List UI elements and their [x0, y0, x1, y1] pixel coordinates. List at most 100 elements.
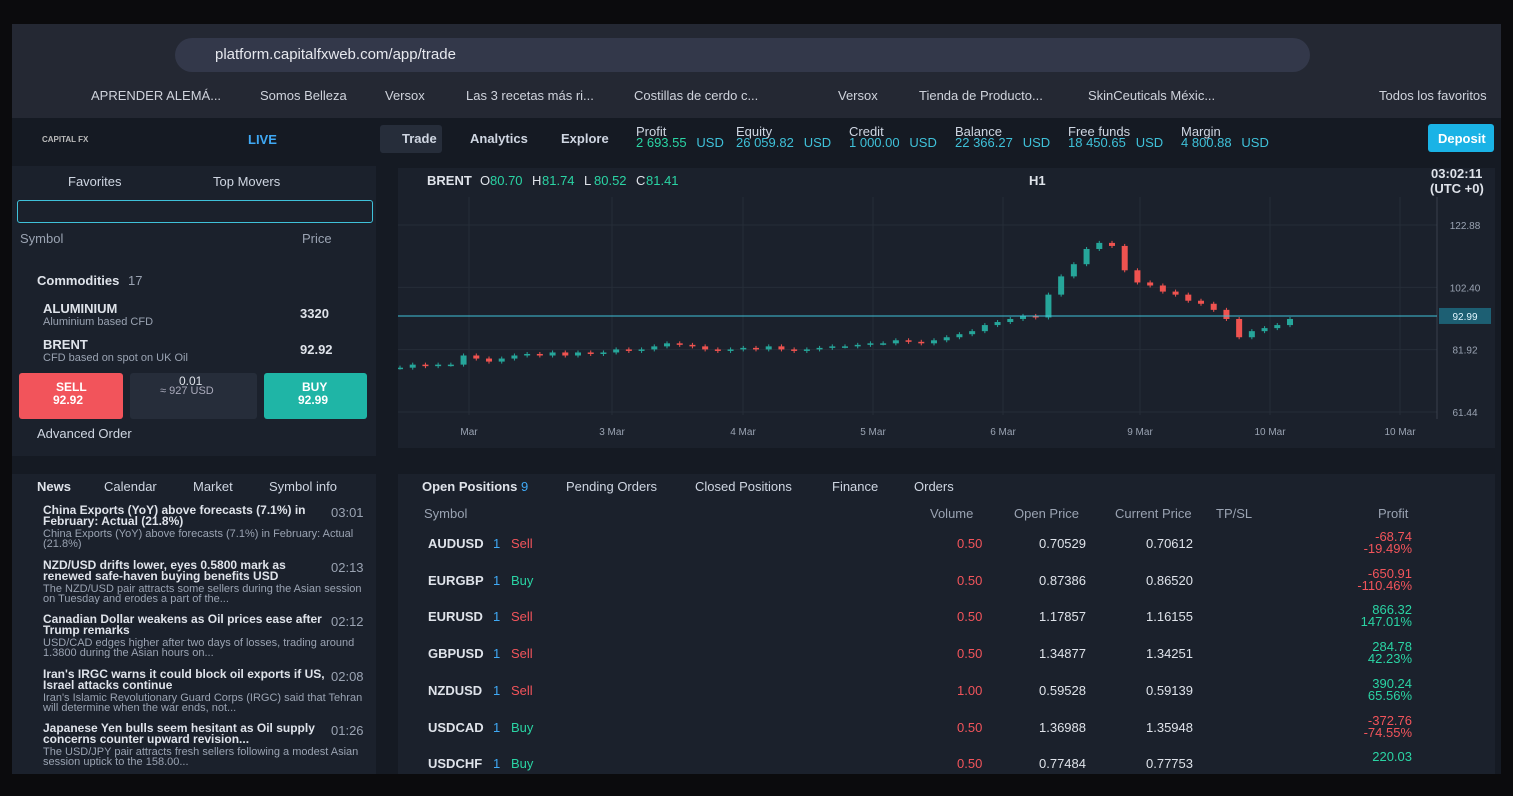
candle	[1274, 325, 1281, 329]
candle	[1096, 242, 1103, 249]
nav-tab[interactable]: Trade	[402, 131, 437, 146]
stat-label: Credit	[849, 124, 884, 139]
account-mode[interactable]: LIVE	[248, 132, 277, 147]
bookmark[interactable]: SkinCeuticals Méxic...	[1088, 88, 1216, 103]
nav-tab[interactable]: Analytics	[470, 131, 528, 146]
row-side: Buy	[511, 756, 534, 772]
news-headline[interactable]: Japanese Yen bulls seem hesitant as Oil …	[43, 721, 315, 746]
news-tab[interactable]: Calendar	[104, 479, 157, 494]
row-symbol[interactable]: USDCAD	[428, 719, 484, 735]
positions-tab[interactable]: Orders	[914, 479, 954, 494]
positions-panel	[398, 474, 1495, 774]
deposit-button[interactable]	[1428, 124, 1494, 152]
positions-tab[interactable]: Pending Orders	[566, 479, 658, 494]
positions-tab[interactable]: Open Positions	[422, 479, 518, 494]
candle	[956, 334, 963, 338]
x-tick-label: 10 Mar	[1254, 427, 1286, 438]
candle	[1020, 315, 1026, 319]
symbol[interactable]: ALUMINIUM	[43, 301, 118, 316]
bookmark[interactable]: Las 3 recetas más ri...	[466, 88, 594, 103]
bookmark[interactable]: Versox	[385, 88, 425, 103]
row-profit: 390.24	[1372, 675, 1412, 691]
candle	[587, 352, 594, 354]
stat-currency: USD	[1241, 135, 1269, 150]
positions-tab[interactable]: Finance	[832, 479, 879, 494]
column-header: Profit	[1378, 506, 1409, 521]
all-favorites[interactable]: Todos los favoritos	[1379, 88, 1487, 103]
x-tick-label: 10 Mar	[1384, 427, 1416, 438]
news-tab[interactable]: News	[37, 479, 71, 494]
row-current: 0.59139	[1146, 682, 1193, 698]
news-summary: USD/CAD edges higher after two days of l…	[43, 638, 355, 658]
stat-value: 4 800.88	[1181, 135, 1232, 150]
candle	[664, 343, 670, 347]
candle	[600, 352, 607, 354]
row-symbol[interactable]: NZDUSD	[428, 682, 483, 698]
bookmark[interactable]: Tienda de Producto...	[919, 88, 1043, 103]
volume-box[interactable]	[130, 373, 257, 419]
bookmark[interactable]: Versox	[838, 88, 878, 103]
candle	[524, 353, 531, 356]
row-open: 0.59528	[1039, 682, 1086, 698]
candle	[994, 322, 1001, 326]
row-side: Sell	[511, 609, 533, 625]
candle	[409, 364, 416, 368]
address-bar[interactable]	[175, 38, 1310, 72]
bookmark[interactable]: Somos Belleza	[260, 88, 347, 103]
trade-tab-bg[interactable]	[380, 125, 442, 153]
deposit[interactable]: Deposit	[1438, 131, 1486, 146]
watchlist-tab[interactable]: Top Movers	[213, 174, 281, 189]
news-headline[interactable]: Iran's IRGC warns it could block oil exp…	[43, 666, 325, 692]
row-profit-pct: -110.46%	[1357, 577, 1412, 593]
stat-value: 1 000.00	[849, 135, 900, 150]
row-symbol[interactable]: AUDUSD	[428, 536, 484, 551]
ohlc-value: 81.74	[542, 173, 575, 188]
candle	[460, 355, 467, 365]
news-tab[interactable]: Market	[193, 479, 233, 494]
candle	[562, 352, 569, 356]
row-symbol[interactable]: EURUSD	[428, 609, 483, 625]
news-headline[interactable]: NZD/USD drifts lower, eyes 0.5800 mark a…	[43, 557, 286, 583]
buy-price[interactable]: 92.99	[298, 393, 329, 407]
news-headline[interactable]: China Exports (YoY) above forecasts (7.1…	[43, 503, 306, 528]
candle	[422, 364, 429, 367]
symbol[interactable]: BRENT	[43, 337, 88, 352]
stat-value: 26 059.82	[736, 135, 794, 150]
url[interactable]: platform.capitalfxweb.com/app/trade	[215, 46, 456, 63]
row-volume: 0.50	[957, 609, 983, 625]
sell-price[interactable]: 92.92	[53, 393, 84, 407]
row-symbol[interactable]: GBPUSD	[428, 646, 484, 662]
candle	[778, 346, 785, 350]
ohlc-label: O	[480, 173, 491, 188]
search-input[interactable]	[17, 200, 373, 223]
row-profit-pct: 42.23%	[1367, 651, 1412, 667]
column-header: Symbol	[20, 231, 64, 246]
timeframe[interactable]: H1	[1029, 173, 1046, 188]
row-open: 1.36988	[1039, 719, 1086, 735]
watchlist-tab[interactable]: Favorites	[68, 174, 122, 189]
sell-label[interactable]: SELL	[56, 380, 87, 394]
row-qty: 1	[493, 536, 501, 551]
candle	[1121, 245, 1128, 271]
candle	[613, 349, 620, 353]
x-tick-label: Mar	[460, 427, 478, 438]
bookmark[interactable]: Costillas de cerdo c...	[634, 88, 759, 103]
sell-button[interactable]	[19, 373, 123, 419]
row-profit-pct: 65.56%	[1367, 687, 1412, 703]
row-volume: 0.50	[957, 719, 983, 735]
row-profit-pct: 147.01%	[1360, 614, 1412, 630]
buy-button[interactable]	[264, 373, 367, 419]
news-headline[interactable]: Canadian Dollar weakens as Oil prices ea…	[43, 612, 322, 637]
nav-tab[interactable]: Explore	[561, 131, 609, 146]
bookmark[interactable]: APRENDER ALEMÁ...	[91, 88, 222, 103]
positions-tab[interactable]: Closed Positions	[695, 479, 792, 494]
row-symbol[interactable]: USDCHF	[428, 756, 483, 772]
advanced-order[interactable]: Advanced Order	[37, 426, 132, 441]
buy-label[interactable]: BUY	[302, 380, 328, 394]
group-name[interactable]: Commodities	[37, 273, 120, 288]
row-profit: 220.03	[1372, 749, 1412, 765]
row-symbol[interactable]: EURGBP	[428, 572, 484, 588]
price-chart: 61.44 81.92 102.40 122.88 Mar 3 Mar 4 Mar 5 Mar…	[398, 197, 1491, 438]
news-tab[interactable]: Symbol info	[269, 479, 337, 494]
candle	[854, 344, 861, 347]
